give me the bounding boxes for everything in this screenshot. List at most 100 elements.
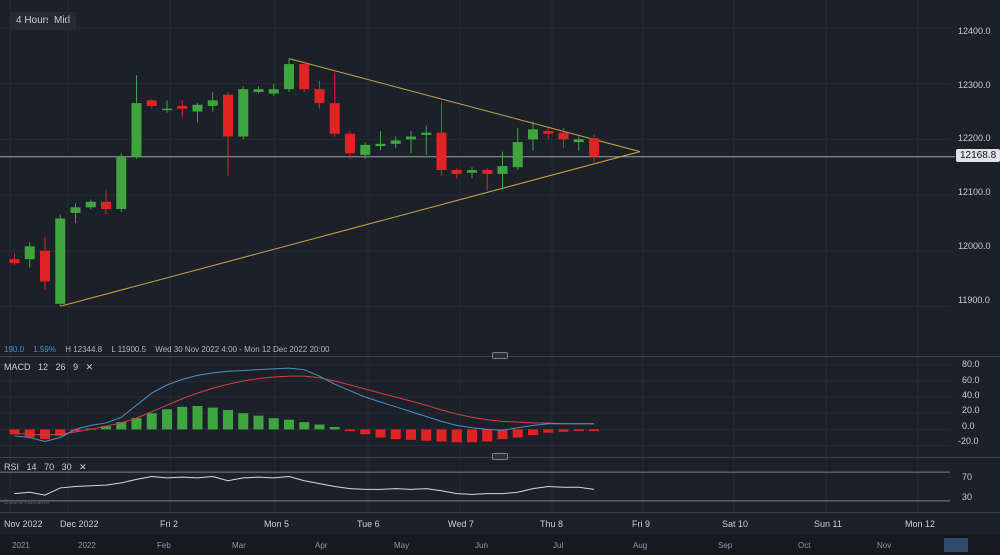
candle: [24, 242, 35, 268]
candle-body: [314, 89, 325, 104]
candle-body: [146, 100, 157, 106]
pane-resize-handle[interactable]: [492, 352, 508, 359]
navigator-label: Oct: [798, 541, 811, 550]
candle: [558, 128, 569, 148]
price-type-button[interactable]: Mid: [48, 12, 77, 30]
macd-histogram-bar: [436, 429, 447, 442]
macd-histogram-bar: [329, 426, 340, 430]
macd-histogram-bar: [284, 419, 294, 430]
candle-body: [223, 94, 233, 137]
candle: [436, 101, 447, 176]
macd-histogram-bar: [253, 415, 264, 430]
candle-body: [375, 143, 386, 147]
navigator-label: Sep: [718, 541, 733, 550]
macd-histogram-bar: [543, 429, 554, 433]
candle: [177, 100, 188, 118]
pane-separator: [0, 512, 1000, 513]
candle: [131, 75, 142, 159]
candle: [299, 61, 310, 92]
rsi-y-tick: 30: [962, 492, 973, 502]
macd-histogram-bar: [55, 429, 66, 436]
close-icon[interactable]: ✕: [85, 362, 94, 372]
low-value: L 11900.5: [111, 345, 147, 354]
ohlc-info-bar: 190.0 1.59% H 12344.8 L 11900.5 Wed 30 N…: [4, 345, 336, 354]
candle-body: [528, 129, 538, 140]
candle: [589, 134, 599, 162]
macd-histogram-bar: [70, 429, 81, 432]
navigator-window[interactable]: [944, 538, 968, 552]
candle: [116, 153, 127, 212]
macd-histogram-bar: [314, 424, 325, 430]
candle-body: [558, 132, 569, 140]
candle-body: [85, 201, 96, 208]
pane-resize-handle[interactable]: [492, 453, 508, 460]
macd-histogram-bar: [162, 409, 172, 430]
macd-histogram-bar: [345, 429, 355, 432]
macd-histogram-bar: [375, 429, 386, 438]
candle-body: [451, 170, 462, 174]
x-tick-label: Thu 8: [540, 519, 564, 529]
macd-y-tick: -20.0: [958, 436, 979, 446]
navigator-label: Mar: [232, 541, 246, 550]
candle: [451, 168, 462, 179]
candle: [284, 58, 294, 92]
macd-histogram-bar: [573, 429, 584, 432]
macd-histogram-bar: [9, 429, 20, 435]
candle: [101, 189, 111, 215]
x-tick-label: Mon 12: [905, 519, 936, 529]
candle-body: [116, 157, 127, 210]
candle-body: [192, 104, 203, 112]
candle-body: [497, 166, 508, 174]
x-tick-label: Fri 2: [160, 519, 178, 529]
macd-histogram-bar: [192, 406, 203, 430]
candle-body: [101, 201, 111, 210]
macd-histogram-bar: [146, 413, 157, 430]
rsi-legend: RSI 14 70 30 ✕: [4, 462, 92, 473]
macd-param-slow: 26: [55, 362, 66, 372]
macd-histogram-bar: [497, 429, 508, 440]
candle: [345, 130, 355, 159]
candle-body: [345, 133, 355, 154]
y-tick-label: 12000.0: [958, 241, 991, 251]
y-tick-label: 11900.0: [958, 295, 990, 305]
macd-histogram-bar: [101, 426, 111, 430]
candle: [314, 80, 325, 109]
macd-histogram-bar: [512, 429, 523, 438]
macd-legend: MACD 12 26 9 ✕: [4, 362, 98, 373]
triangle-upper-line: [288, 58, 641, 153]
navigator-label: 2021: [12, 541, 30, 550]
last-price-tag: 12168.8: [956, 149, 1000, 162]
y-tick-label: 12100.0: [958, 187, 991, 197]
y-tick-label: 12400.0: [958, 26, 991, 36]
macd-histogram-bar: [421, 429, 432, 441]
y-tick-label: 12200.0: [958, 133, 991, 143]
macd-histogram-bar: [207, 407, 218, 430]
rsi-param-lower: 30: [61, 462, 72, 472]
macd-histogram-bar: [24, 429, 35, 438]
macd-histogram-bar: [558, 429, 569, 432]
timeframe-button[interactable]: 4 Hours: [10, 12, 58, 30]
candle: [528, 121, 538, 151]
macd-line: [14, 367, 594, 443]
candle: [497, 151, 508, 190]
candle-body: [9, 259, 20, 264]
candle-body: [131, 103, 142, 158]
close-icon[interactable]: ✕: [79, 462, 87, 472]
candle: [573, 136, 584, 151]
candle: [482, 168, 493, 191]
macd-histogram-bar: [390, 429, 401, 440]
y-tick-label: 12300.0: [958, 80, 991, 90]
navigator-label: Jul: [553, 541, 564, 550]
candle: [223, 91, 233, 176]
candle-body: [238, 89, 249, 137]
candle: [512, 128, 523, 170]
macd-histogram-bar: [116, 422, 127, 430]
macd-histogram-bar: [223, 410, 233, 430]
time-navigator[interactable]: [0, 535, 1000, 555]
macd-y-tick: 60.0: [962, 375, 980, 385]
candle-body: [467, 170, 477, 173]
candle-body: [329, 103, 340, 134]
candle-body: [162, 108, 172, 111]
change-percent: 1.59%: [33, 345, 56, 354]
